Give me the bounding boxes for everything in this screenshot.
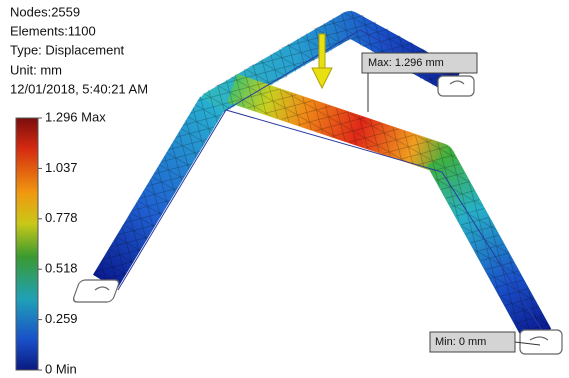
elements-count: Elements:1100 <box>10 23 96 38</box>
result-type: Type: Displacement <box>10 42 125 57</box>
min-label: Min: 0 mm <box>435 336 486 348</box>
legend-labels: 1.296 Max 1.037 0.778 0.518 0.259 0 Min <box>38 109 106 376</box>
max-label: Max: 1.296 mm <box>368 57 444 69</box>
color-bar <box>16 118 38 370</box>
info-panel: Nodes:2559 Elements:1100 Type: Displacem… <box>10 4 148 96</box>
nodes-count: Nodes:2559 <box>10 4 80 19</box>
timestamp: 12/01/2018, 5:40:21 AM <box>10 81 148 96</box>
legend-label: 0 Min <box>45 361 77 376</box>
undeformed-outline <box>118 30 548 340</box>
legend-label: 0.259 <box>45 311 78 326</box>
legend-label: 0.518 <box>45 261 78 276</box>
legend-label: 0.778 <box>45 210 78 225</box>
legend-label: 1.037 <box>45 160 78 175</box>
fea-viewport: Nodes:2559 Elements:1100 Type: Displacem… <box>0 0 569 378</box>
frame-model <box>72 24 562 354</box>
unit: Unit: mm <box>10 62 62 77</box>
legend-label: 1.296 Max <box>45 109 106 124</box>
